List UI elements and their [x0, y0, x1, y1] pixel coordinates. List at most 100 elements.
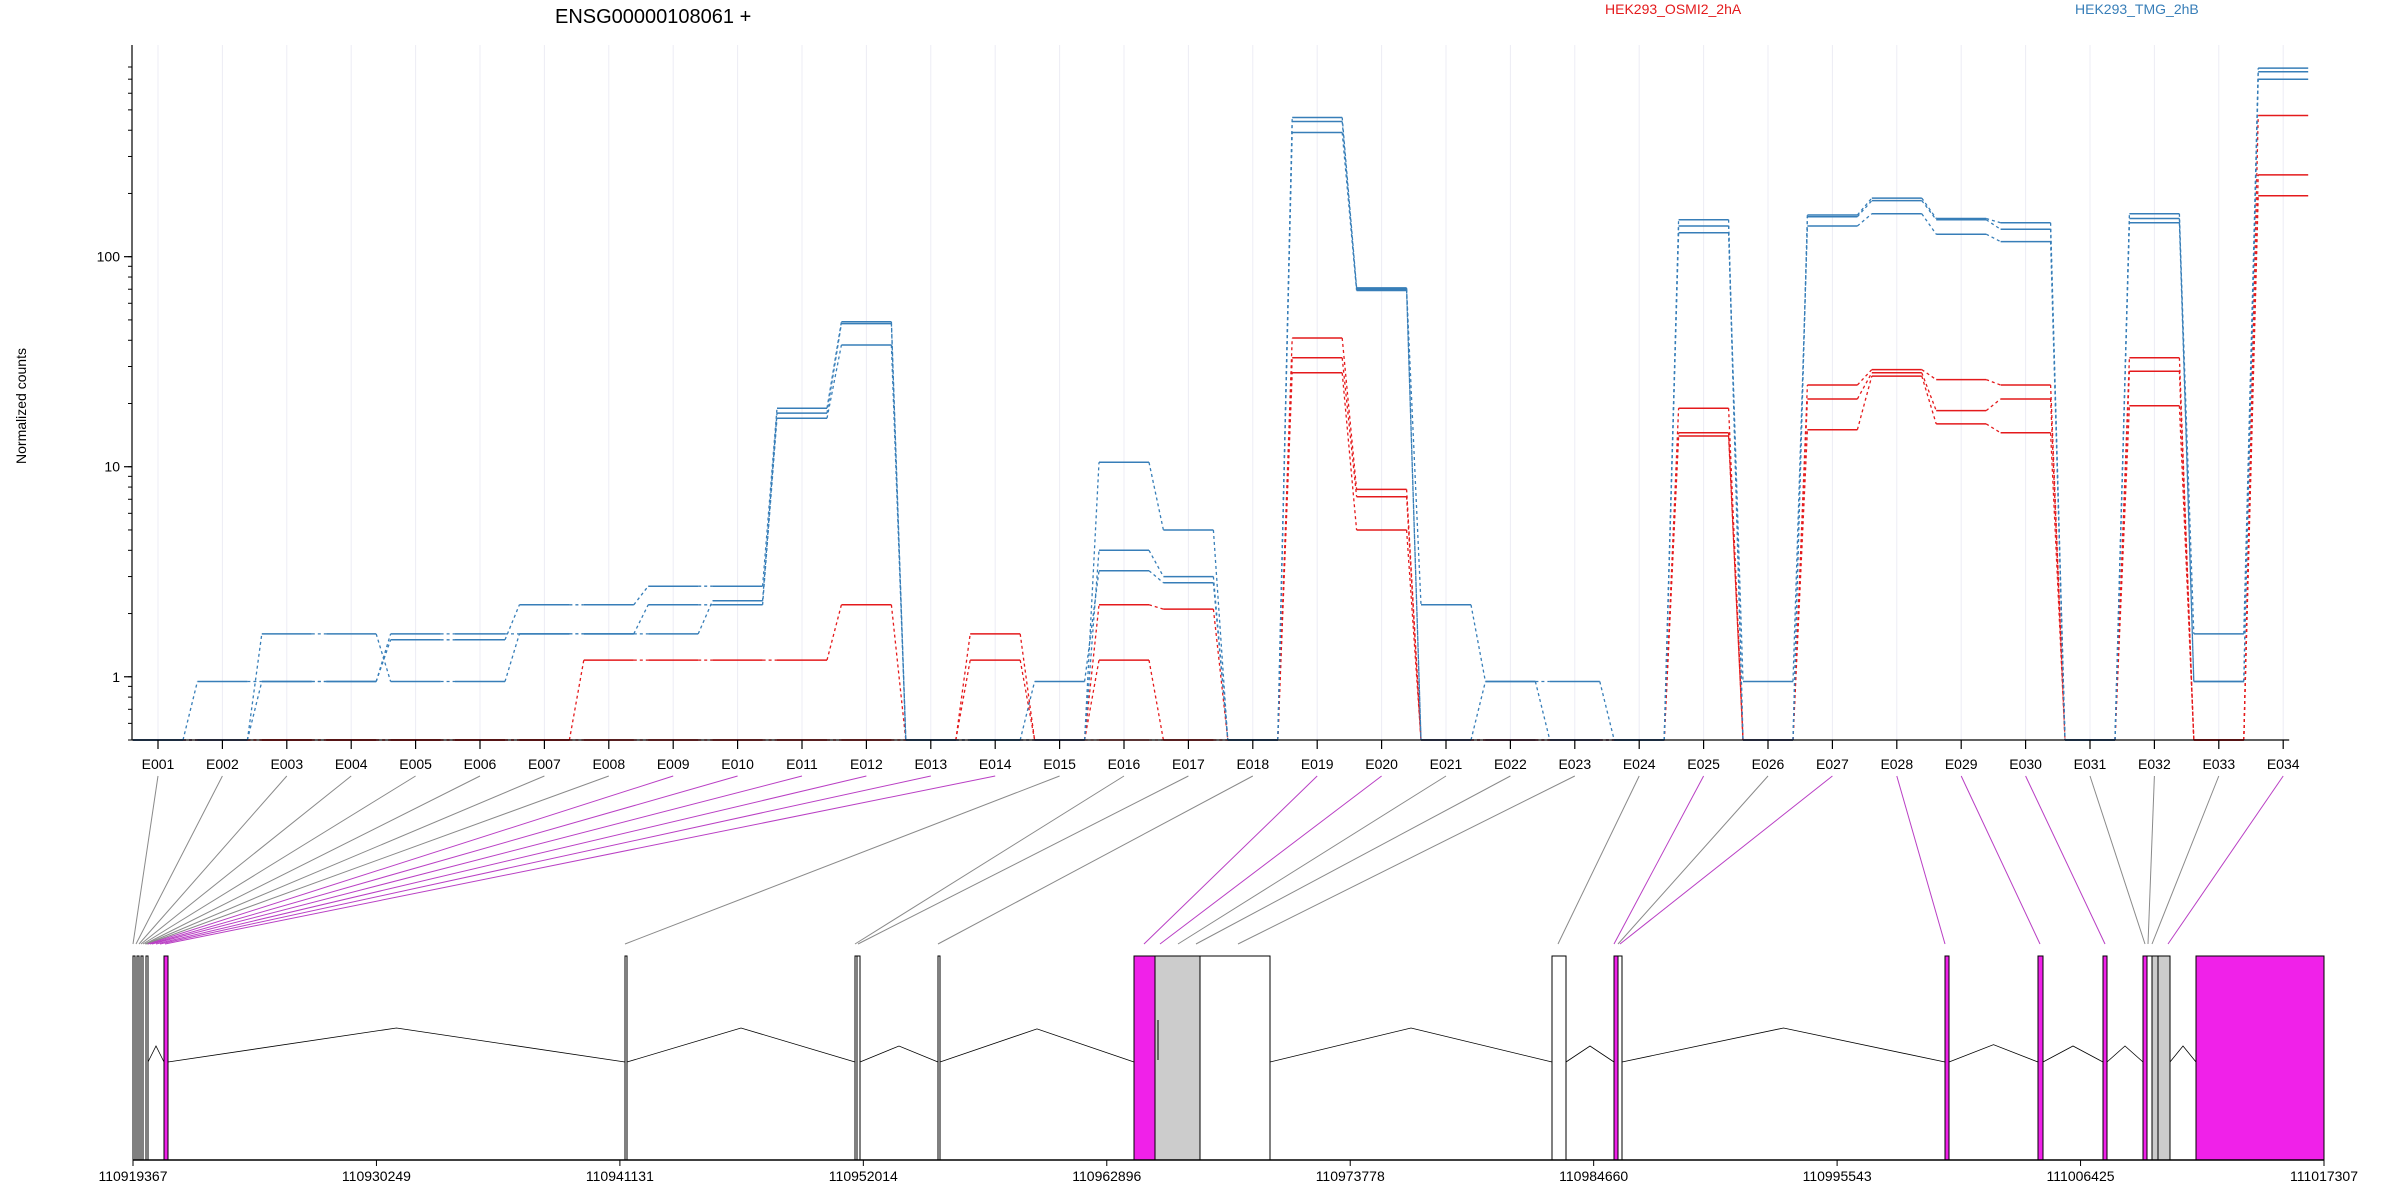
x-tick-label-e024: E024 — [1623, 756, 1656, 772]
genomic-tick-label: 110984660 — [1559, 1168, 1628, 1184]
x-tick-label-e005: E005 — [399, 756, 432, 772]
intron-line — [1565, 1045, 1615, 1063]
connector-e001 — [132, 775, 159, 945]
intron-line — [859, 1045, 939, 1063]
intron-line — [167, 1027, 626, 1063]
exon-block-4 — [145, 955, 149, 1161]
x-tick-label-e007: E007 — [528, 756, 561, 772]
exon-block-3 — [140, 955, 144, 1161]
connector-e011 — [151, 775, 803, 945]
exon-block-20 — [2146, 955, 2153, 1161]
x-tick-label-e019: E019 — [1301, 756, 1334, 772]
genomic-tick-label: 110930249 — [342, 1168, 411, 1184]
exon-block-13 — [1551, 955, 1567, 1161]
exon-block-5 — [163, 955, 169, 1161]
connector-e010 — [149, 775, 738, 945]
exon-block-9 — [937, 955, 941, 1161]
genomic-tick-label: 110962896 — [1072, 1168, 1141, 1184]
connector-e027 — [1619, 775, 1833, 945]
series-0-transition — [183, 195, 2259, 741]
x-tick-label-e034: E034 — [2267, 756, 2300, 772]
x-tick-label-e030: E030 — [2009, 756, 2042, 772]
x-axis: E001 E002 E003 E004 E005 E006 E007 E008 E009 E010… — [132, 739, 2300, 772]
connector-e009 — [147, 775, 674, 945]
exon-block-15 — [1617, 955, 1623, 1161]
exon-block-23 — [2195, 955, 2325, 1161]
intron-line — [1621, 1027, 1946, 1063]
series-2-transition — [183, 115, 2259, 741]
x-tick-label-e032: E032 — [2138, 756, 2171, 772]
chart-title: ENSG00000108061 + — [555, 6, 751, 28]
exon-connector-lines — [132, 775, 2284, 945]
x-tick-label-e022: E022 — [1494, 756, 1527, 772]
exon-block-2 — [136, 955, 140, 1161]
connector-e029 — [1960, 775, 2041, 945]
x-tick-label-e033: E033 — [2202, 756, 2235, 772]
intron-line — [1948, 1044, 2039, 1063]
series-0-line — [133, 195, 2309, 741]
genomic-tick-label: 110952014 — [829, 1168, 898, 1184]
connector-e015 — [624, 775, 1060, 945]
connector-e008 — [146, 775, 609, 945]
connector-e026 — [1617, 775, 1769, 945]
x-tick-label-e001: E001 — [142, 756, 175, 772]
x-tick-label-e002: E002 — [206, 756, 239, 772]
x-tick-label-e012: E012 — [850, 756, 883, 772]
x-tick-label-e009: E009 — [657, 756, 690, 772]
x-tick-label-e014: E014 — [979, 756, 1012, 772]
exon-block-12 — [1199, 955, 1271, 1161]
connector-e006 — [144, 775, 481, 945]
legend-entry-tmg: HEK293_TMG_2hB — [2075, 1, 2199, 17]
connector-e020 — [1159, 775, 1382, 945]
y-tick-label: 100 — [97, 249, 121, 265]
x-tick-label-e018: E018 — [1236, 756, 1269, 772]
exon-block-21 — [2151, 955, 2159, 1161]
connector-e005 — [142, 775, 416, 945]
exon-block-18 — [2102, 955, 2108, 1161]
exon-block-17 — [2037, 955, 2044, 1161]
exon-block-14 — [1613, 955, 1619, 1161]
x-tick-label-e031: E031 — [2074, 756, 2107, 772]
exon-block-11 — [1154, 955, 1201, 1161]
exon-block-16 — [1944, 955, 1950, 1161]
intron-line — [626, 1027, 856, 1063]
genomic-tick-label: 110919367 — [98, 1168, 167, 1184]
x-tick-label-e021: E021 — [1430, 756, 1463, 772]
connector-e032 — [2147, 775, 2155, 945]
x-tick-label-e004: E004 — [335, 756, 368, 772]
connector-e022 — [1195, 775, 1511, 945]
connector-e017 — [857, 775, 1189, 945]
connector-e028 — [1896, 775, 1946, 945]
intron-line — [2169, 1045, 2197, 1063]
genomic-tick-label: 110941131 — [586, 1168, 654, 1184]
connector-e013 — [159, 775, 931, 945]
intron-line — [2106, 1045, 2144, 1063]
y-tick-label: 1 — [112, 669, 120, 685]
x-tick-label-e008: E008 — [592, 756, 625, 772]
x-tick-label-e020: E020 — [1365, 756, 1398, 772]
intron-line — [1269, 1027, 1553, 1063]
x-tick-label-e028: E028 — [1880, 756, 1913, 772]
series-3-line — [133, 78, 2309, 741]
connector-e030 — [2025, 775, 2106, 945]
y-axis-label: Normalized counts — [13, 348, 29, 464]
x-tick-label-e017: E017 — [1172, 756, 1205, 772]
exon-block-22 — [2157, 955, 2171, 1161]
x-tick-label-e023: E023 — [1558, 756, 1591, 772]
genomic-coordinate-axis: 110919367 110930249 110941131 110952014 1109… — [98, 1159, 2358, 1184]
x-tick-label-e026: E026 — [1752, 756, 1785, 772]
series-3-transition — [182, 79, 2259, 741]
connector-e033 — [2151, 775, 2220, 945]
connector-e007 — [145, 775, 545, 945]
connector-e018 — [937, 775, 1254, 945]
connector-e003 — [138, 775, 288, 945]
legend-entry-osmi: HEK293_OSMI2_2hA — [1605, 1, 1742, 17]
connector-e023 — [1237, 775, 1576, 945]
intron-line — [147, 1045, 165, 1063]
exon-block-8 — [856, 955, 861, 1161]
connector-e014 — [164, 775, 996, 945]
gene-model-track — [132, 955, 2325, 1161]
x-tick-label-e027: E027 — [1816, 756, 1849, 772]
intron-line — [2042, 1045, 2104, 1063]
